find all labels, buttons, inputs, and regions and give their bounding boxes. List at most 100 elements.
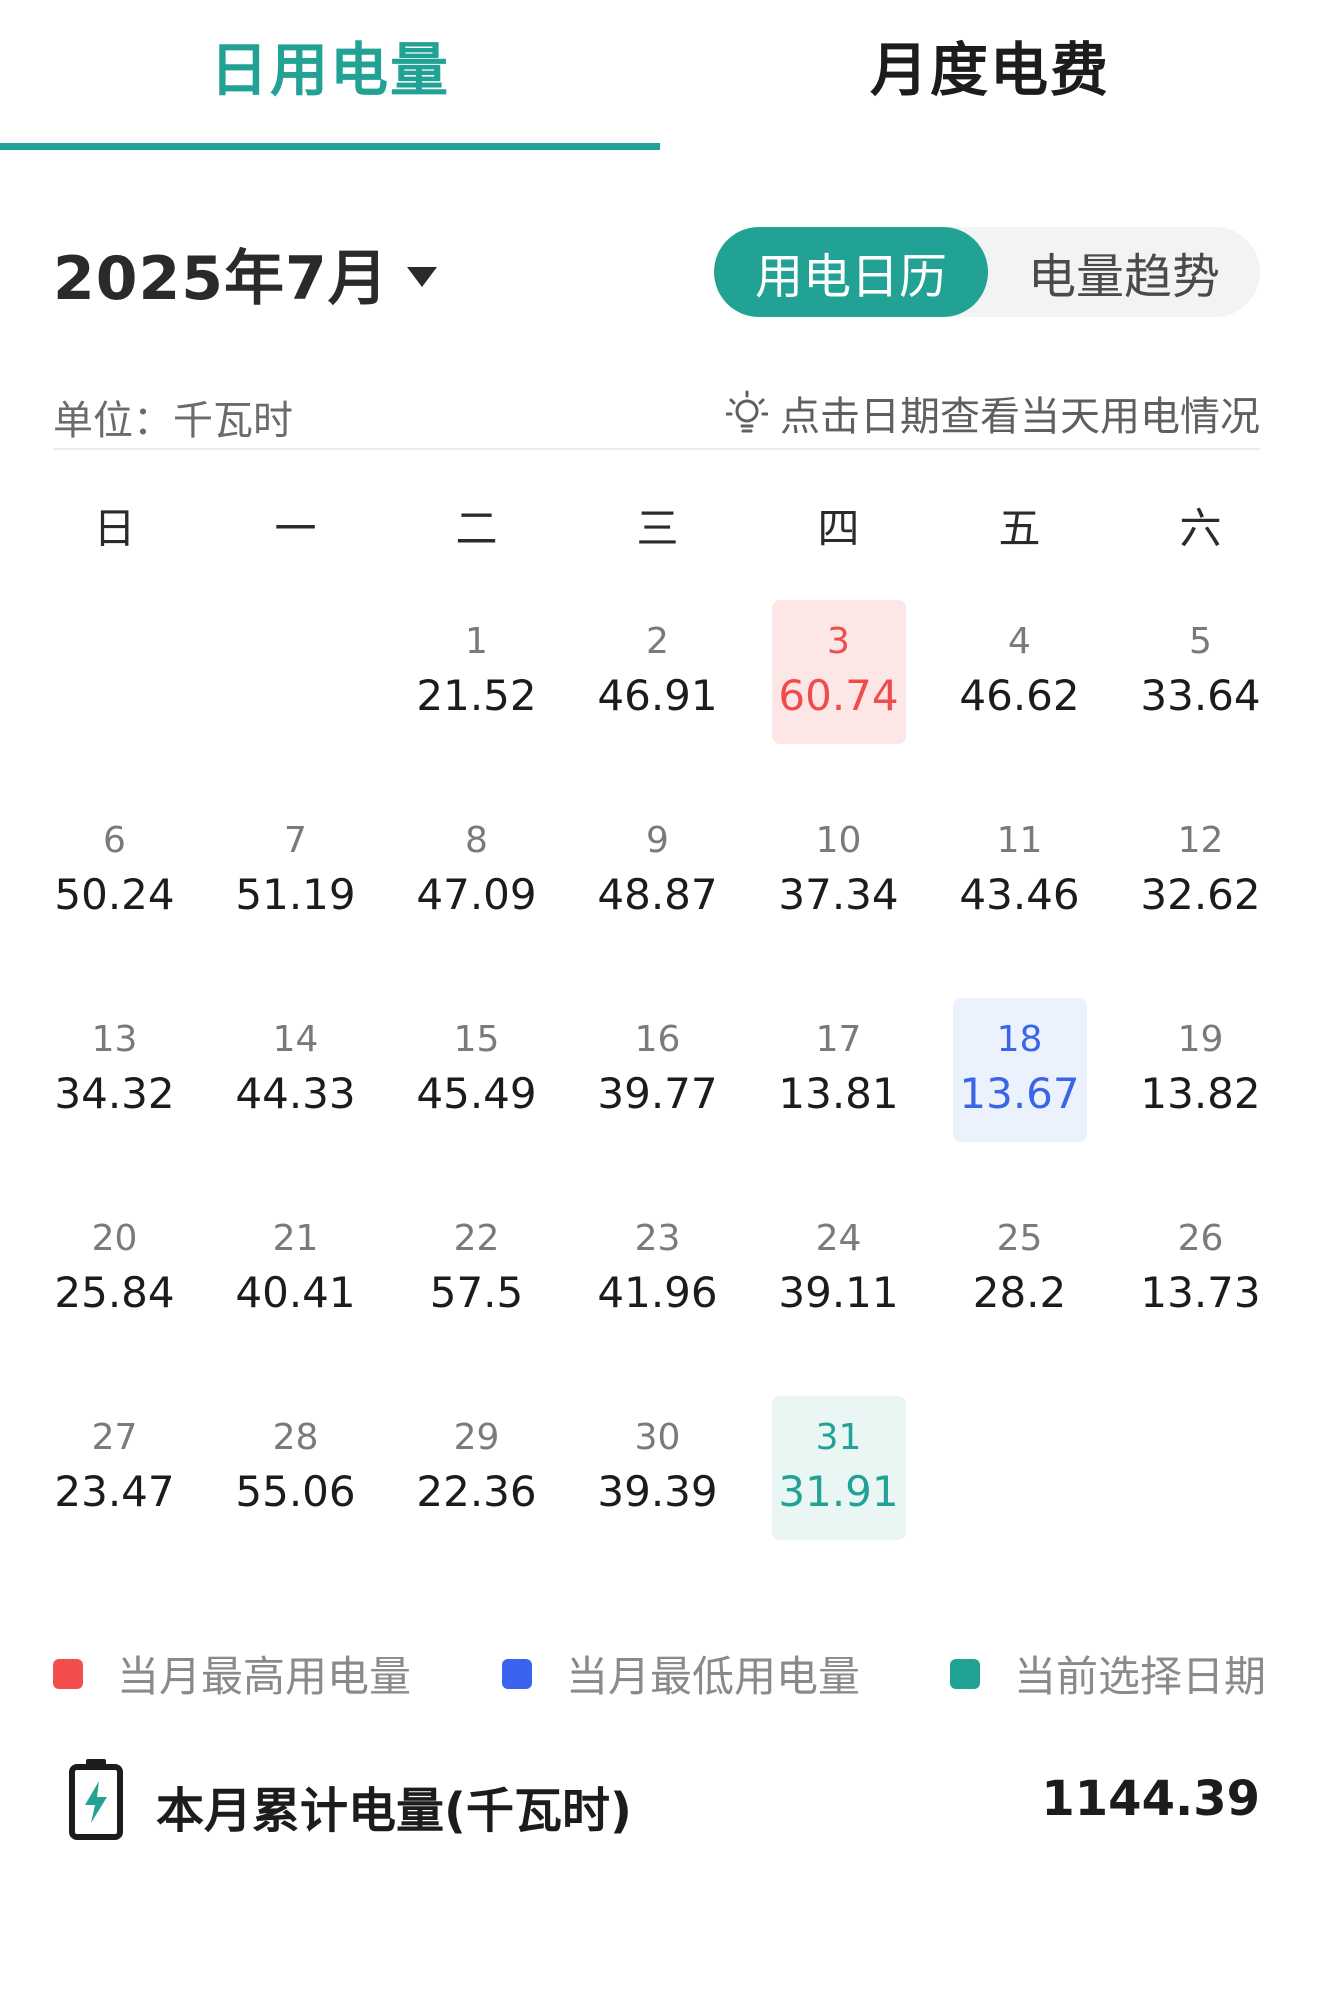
weekday-mon: 一 — [274, 503, 317, 553]
calendar-cell: 22 57.5 — [386, 1197, 567, 1396]
legend-min: 当月最低用电量 — [502, 1643, 860, 1704]
day-usage-value: 21.52 — [416, 671, 537, 720]
day-usage-value: 23.47 — [54, 1467, 175, 1516]
day-usage-value: 39.39 — [597, 1467, 718, 1516]
day-number: 14 — [272, 1019, 319, 1060]
day-usage-value: 13.67 — [959, 1069, 1080, 1118]
day-30-button[interactable]: 30 39.39 — [591, 1396, 725, 1540]
day-usage-value: 46.91 — [597, 671, 718, 720]
day-27-button[interactable]: 27 23.47 — [48, 1396, 182, 1540]
day-21-button[interactable]: 21 40.41 — [229, 1197, 363, 1341]
calendar-cell: 15 45.49 — [386, 998, 567, 1197]
view-toggle: 用电日历 电量趋势 — [714, 227, 1260, 317]
day-number: 16 — [634, 1019, 681, 1060]
day-9-button[interactable]: 9 48.87 — [591, 799, 725, 943]
day-5-button[interactable]: 5 33.64 — [1134, 600, 1268, 744]
toggle-calendar-button[interactable]: 用电日历 — [714, 227, 988, 317]
day-15-button[interactable]: 15 45.49 — [410, 998, 544, 1142]
day-19-button[interactable]: 19 13.82 — [1134, 998, 1268, 1142]
weekday-fri: 五 — [998, 503, 1041, 553]
calendar-cell: 17 13.81 — [748, 998, 929, 1197]
day-number: 20 — [91, 1218, 138, 1259]
day-16-button[interactable]: 16 39.77 — [591, 998, 725, 1142]
monthly-total: 本月累计电量(千瓦时) 1144.39 — [0, 1733, 1320, 1883]
day-number: 6 — [103, 820, 126, 861]
unit-label: 单位：千瓦时 — [53, 398, 293, 444]
month-picker[interactable]: 2025年7月 — [53, 230, 437, 317]
day-7-button[interactable]: 7 51.19 — [229, 799, 363, 943]
calendar-cell: 6 50.24 — [24, 799, 205, 998]
day-20-button[interactable]: 20 25.84 — [48, 1197, 182, 1341]
calendar-blank-cell — [24, 600, 205, 799]
calendar-cell: 29 22.36 — [386, 1396, 567, 1595]
calendar-cell: 2 46.91 — [567, 600, 748, 799]
day-31-button[interactable]: 31 31.91 — [771, 1396, 906, 1540]
day-usage-value: 13.82 — [1140, 1069, 1261, 1118]
total-label: 本月累计电量(千瓦时) — [156, 1783, 632, 1839]
tab-monthly-fee[interactable]: 月度电费 — [869, 36, 1110, 104]
day-3-button[interactable]: 3 60.74 — [771, 600, 906, 744]
day-number: 28 — [272, 1417, 319, 1458]
day-number: 3 — [827, 621, 850, 662]
day-usage-value: 47.09 — [416, 870, 537, 919]
day-14-button[interactable]: 14 44.33 — [229, 998, 363, 1142]
day-number: 5 — [1189, 621, 1212, 662]
day-number: 13 — [91, 1019, 138, 1060]
weekday-wed: 三 — [636, 503, 679, 553]
toggle-trend-button[interactable]: 电量趋势 — [1027, 249, 1220, 305]
day-22-button[interactable]: 22 57.5 — [410, 1197, 544, 1341]
day-usage-value: 34.32 — [54, 1069, 175, 1118]
day-25-button[interactable]: 25 28.2 — [953, 1197, 1087, 1341]
day-24-button[interactable]: 24 39.11 — [772, 1197, 906, 1341]
day-usage-value: 28.2 — [972, 1268, 1067, 1317]
day-number: 19 — [1177, 1019, 1224, 1060]
day-usage-value: 13.73 — [1140, 1268, 1261, 1317]
calendar-cell: 4 46.62 — [929, 600, 1110, 799]
calendar-header: 2025年7月 用电日历 电量趋势 — [0, 150, 1320, 340]
day-26-button[interactable]: 26 13.73 — [1134, 1197, 1268, 1341]
day-6-button[interactable]: 6 50.24 — [48, 799, 182, 943]
day-usage-value: 13.81 — [778, 1069, 899, 1118]
day-4-button[interactable]: 4 46.62 — [953, 600, 1087, 744]
calendar-cell: 28 55.06 — [205, 1396, 386, 1595]
info-row: 单位：千瓦时 点击日期查看当天用电情况 — [0, 340, 1320, 448]
calendar-cell: 14 44.33 — [205, 998, 386, 1197]
calendar-cell: 23 41.96 — [567, 1197, 748, 1396]
day-usage-value: 39.77 — [597, 1069, 718, 1118]
day-usage-value: 43.46 — [959, 870, 1080, 919]
day-usage-value: 60.74 — [778, 671, 899, 720]
day-13-button[interactable]: 13 34.32 — [48, 998, 182, 1142]
day-usage-value: 55.06 — [235, 1467, 356, 1516]
tab-daily-usage[interactable]: 日用电量 — [0, 0, 660, 150]
day-11-button[interactable]: 11 43.46 — [953, 799, 1087, 943]
battery-icon — [69, 1759, 123, 1840]
day-number: 1 — [465, 621, 488, 662]
day-17-button[interactable]: 17 13.81 — [772, 998, 906, 1142]
weekday-sun: 日 — [93, 503, 136, 553]
day-29-button[interactable]: 29 22.36 — [410, 1396, 544, 1540]
day-usage-value: 25.84 — [54, 1268, 175, 1317]
day-usage-value: 46.62 — [959, 671, 1080, 720]
calendar-cell: 30 39.39 — [567, 1396, 748, 1595]
day-usage-value: 57.5 — [429, 1268, 524, 1317]
day-number: 24 — [815, 1218, 862, 1259]
day-8-button[interactable]: 8 47.09 — [410, 799, 544, 943]
calendar-grid: 1 21.52 2 46.91 3 60.74 4 46.62 5 33.64 6 50.24 7 51.… — [24, 600, 1320, 1595]
day-number: 27 — [91, 1417, 138, 1458]
day-10-button[interactable]: 10 37.34 — [772, 799, 906, 943]
total-value: 1144.39 — [1041, 1771, 1260, 1827]
day-number: 8 — [465, 820, 488, 861]
day-28-button[interactable]: 28 55.06 — [229, 1396, 363, 1540]
weekday-sat: 六 — [1179, 503, 1222, 553]
legend-max-label: 当月最高用电量 — [117, 1652, 412, 1701]
day-number: 23 — [634, 1218, 681, 1259]
day-18-button[interactable]: 18 13.67 — [952, 998, 1087, 1142]
day-2-button[interactable]: 2 46.91 — [591, 600, 725, 744]
day-1-button[interactable]: 1 21.52 — [410, 600, 544, 744]
day-12-button[interactable]: 12 32.62 — [1134, 799, 1268, 943]
day-23-button[interactable]: 23 41.96 — [591, 1197, 725, 1341]
day-number: 18 — [996, 1019, 1043, 1060]
day-usage-value: 31.91 — [778, 1467, 899, 1516]
day-usage-value: 44.33 — [235, 1069, 356, 1118]
day-usage-value: 51.19 — [235, 870, 356, 919]
